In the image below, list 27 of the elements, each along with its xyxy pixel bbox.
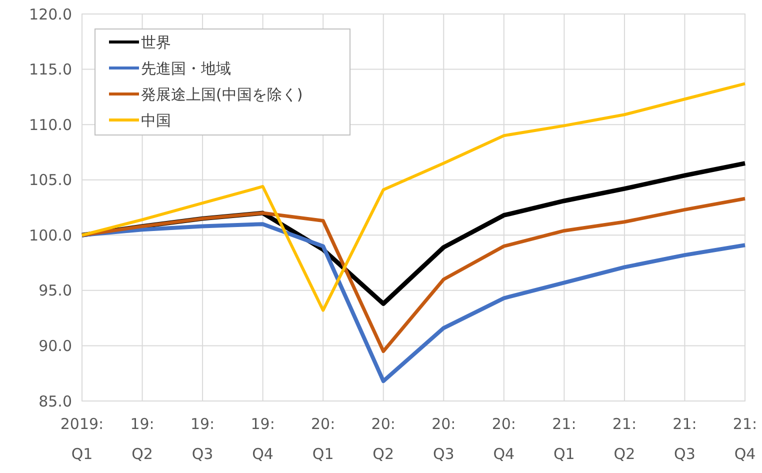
y-tick-label: 120.0 [29, 5, 72, 24]
y-tick-label: 85.0 [38, 392, 72, 410]
x-tick-label: 21: Q2 [612, 415, 637, 463]
line-series [80, 82, 746, 312]
legend-label: 先進国・地域 [141, 59, 231, 78]
legend-label: 世界 [141, 33, 171, 52]
line-series [80, 222, 747, 384]
x-tick-label: 20: Q2 [371, 415, 396, 463]
y-tick-label: 95.0 [38, 282, 72, 300]
x-tick-label: 21: Q4 [732, 415, 758, 463]
legend-label: 中国 [141, 111, 171, 130]
y-tick-label: 90.0 [38, 336, 72, 355]
x-tick-label: 21: Q1 [552, 415, 576, 463]
y-tick-label: 115.0 [29, 60, 72, 79]
x-tick-label: 20: Q1 [311, 415, 336, 463]
x-tick-label: 2019: Q1 [60, 415, 104, 463]
y-tick-label: 100.0 [29, 226, 72, 244]
x-tick-label: 21: Q3 [672, 415, 697, 463]
x-tick-label: 20: Q4 [492, 415, 516, 463]
y-tick-label: 110.0 [29, 116, 72, 134]
legend-label: 発展途上国(中国を除く) [141, 85, 303, 104]
x-tick-label: 19: Q2 [130, 415, 154, 463]
line-series [80, 196, 747, 353]
x-tick-label: 19: Q3 [190, 415, 215, 463]
x-tick-label: 20: Q3 [432, 415, 456, 463]
x-tick-label: 19: Q4 [250, 415, 275, 463]
y-tick-label: 105.0 [29, 171, 72, 190]
